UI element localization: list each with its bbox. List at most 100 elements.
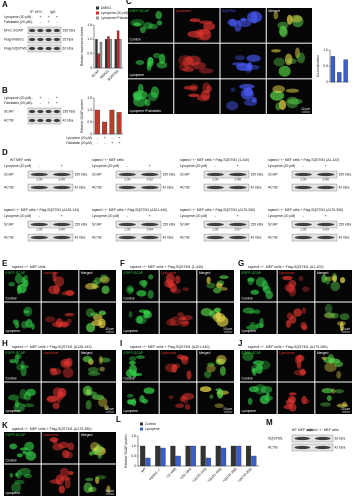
- cell-signal: [285, 398, 295, 406]
- cell-signal: [16, 284, 22, 295]
- panel-title: sqstm1−/− MEF cells + Flag-SQSTM1 (1-440…: [130, 265, 203, 269]
- cell-signal: [219, 275, 229, 279]
- blot-strip: [115, 170, 162, 179]
- cell-signal: [127, 393, 134, 398]
- cell-signal: [321, 356, 327, 360]
- band-label: ACTB: [4, 118, 14, 122]
- band-ratio: 0.48: [235, 177, 241, 181]
- y-tick-label: 0.5: [323, 64, 328, 68]
- x-tick-label: +(Δ170-280): [221, 467, 237, 483]
- band-ratio: 0.94: [147, 227, 153, 231]
- cell-signal: [133, 96, 148, 107]
- cell-signal: [253, 309, 261, 314]
- cell-signal: [265, 392, 270, 397]
- cell-signal: [14, 399, 20, 408]
- band-size: 150 kDa: [163, 172, 176, 176]
- cell-signal: [9, 443, 18, 450]
- channel-label: Lysosome: [161, 271, 176, 275]
- condition-sign: +: [237, 163, 240, 168]
- cell-signal: [278, 25, 288, 37]
- cell-signal: [200, 307, 213, 317]
- band: [314, 436, 331, 441]
- condition-sign: +: [61, 213, 64, 218]
- cell-signal: [236, 63, 252, 71]
- panel-title: sqstm1−/− MEF cells: [12, 265, 46, 269]
- channel-label: Lysosome: [43, 271, 58, 275]
- cell-signal: [234, 20, 242, 32]
- cell-signal: [54, 276, 65, 287]
- band-ratio: 1.00: [300, 177, 306, 181]
- condition-label: Control: [124, 296, 135, 300]
- cell-signal: [302, 307, 307, 314]
- band: [118, 222, 136, 227]
- band-label: SCAP: [180, 172, 190, 176]
- cell-signal: [262, 285, 271, 294]
- band-label: ACTB: [180, 185, 190, 189]
- bar: [221, 447, 227, 467]
- cell-signal: [142, 280, 147, 289]
- cell-signal: [68, 470, 74, 476]
- micrograph-tile: [277, 270, 315, 302]
- band-size: 150 kDa: [339, 222, 352, 226]
- panel-letter: J: [238, 339, 242, 348]
- band-size: 62 kDa: [335, 436, 346, 440]
- cell-signal: [282, 275, 293, 281]
- cell-signal: [155, 11, 162, 20]
- cell-signal: [207, 362, 215, 367]
- micrograph-tile: [266, 8, 312, 43]
- cell-signal: [104, 404, 109, 411]
- condition-sign: +: [118, 140, 121, 145]
- band: [53, 172, 71, 177]
- cell-signal: [182, 56, 194, 69]
- band-label: ACTB: [180, 235, 190, 239]
- channel-label: EGFP-SCAP: [242, 351, 262, 355]
- band: [53, 28, 61, 33]
- condition-label: Lycopene+Fatostatin: [130, 109, 162, 113]
- condition-sign: +: [47, 100, 50, 105]
- cell-signal: [179, 316, 187, 321]
- cell-signal: [125, 369, 134, 378]
- blot-strip: [27, 220, 74, 229]
- cell-signal: [251, 96, 257, 103]
- cell-signal: [143, 21, 153, 30]
- condition-sign: -: [31, 100, 33, 105]
- cell-signal: [49, 367, 57, 372]
- blot-strip: [27, 44, 62, 53]
- cell-signal: [248, 386, 260, 393]
- cell-signal: [324, 312, 336, 319]
- band: [45, 28, 52, 33]
- cell-signal: [14, 354, 19, 365]
- micrograph-tile: [4, 382, 41, 414]
- cell-signal: [171, 364, 178, 373]
- cell-signal: [215, 282, 223, 289]
- condition-sign: -: [97, 140, 99, 145]
- cell-signal: [132, 90, 148, 100]
- cell-signal: [23, 403, 35, 408]
- condition-label: Lycopene (20 μM): [180, 164, 207, 168]
- x-tick-label: INSIG1: [99, 69, 110, 80]
- cell-signal: [166, 318, 176, 327]
- cell-signal: [82, 385, 93, 396]
- cell-signal: [255, 363, 263, 374]
- panel-letter: M: [266, 418, 273, 427]
- cell-signal: [150, 86, 160, 98]
- band-label: SCAP: [180, 222, 190, 226]
- bar: [200, 445, 206, 467]
- cell-signal: [272, 85, 285, 94]
- y-tick-label: 1.5: [87, 23, 92, 27]
- blot-title: sqstm1−/− MEF cells + Flag-SQSTM1 (1-440…: [180, 158, 249, 162]
- cell-signal: [94, 277, 102, 285]
- cell-signal: [131, 372, 143, 377]
- panel-title: sqstm1−/− MEF cells + Flag-SQSTM1 (Δ321-…: [130, 345, 210, 349]
- bar: [116, 112, 122, 135]
- panel-letter: F: [120, 259, 125, 268]
- scale-label: 10 μm: [105, 327, 114, 331]
- condition-sign: +: [149, 213, 152, 218]
- cell-signal: [181, 314, 193, 321]
- cell-signal: [303, 399, 310, 405]
- band-ratio: 0.96: [323, 177, 329, 181]
- cell-signal: [336, 403, 349, 408]
- cell-signal: [264, 395, 273, 401]
- bar: [109, 39, 112, 69]
- cell-signal: [147, 289, 154, 299]
